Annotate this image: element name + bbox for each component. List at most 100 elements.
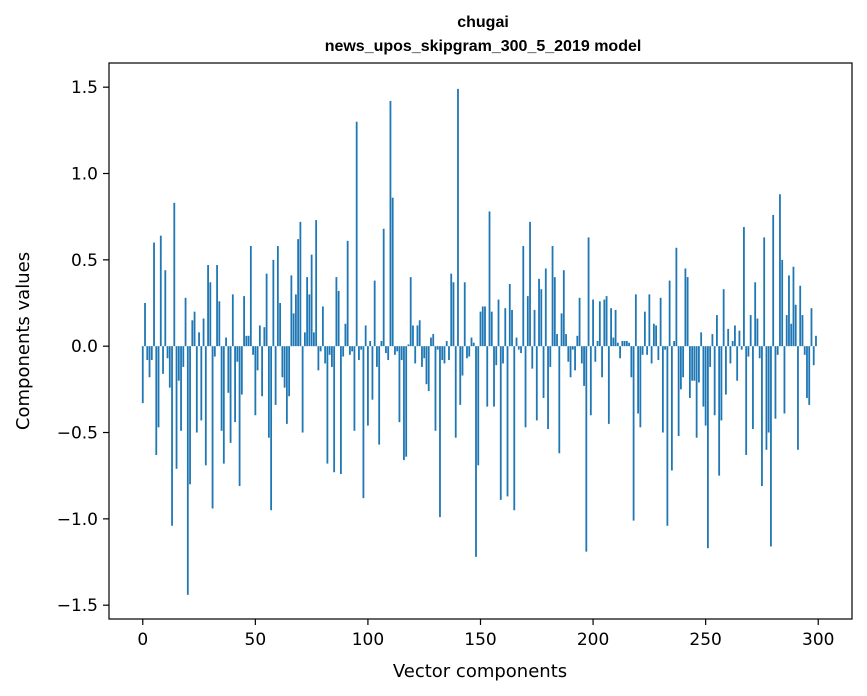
bar-130	[434, 346, 437, 431]
bar-134	[443, 346, 446, 364]
bar-98	[362, 346, 365, 499]
bar-275	[761, 346, 763, 487]
bar-11	[166, 346, 169, 359]
bar-234	[668, 280, 671, 347]
bar-160	[502, 346, 504, 364]
bar-34	[218, 301, 221, 347]
bar-79	[319, 346, 322, 352]
y-tick-label: 1.0	[71, 165, 98, 185]
y-tick-label: 1.5	[71, 78, 98, 98]
bar-261	[729, 346, 732, 364]
bar-281	[774, 346, 777, 419]
bar-251	[707, 346, 709, 549]
bar-206	[605, 296, 608, 347]
bar-176	[538, 278, 540, 347]
bar-90	[344, 323, 347, 347]
bar-16	[177, 346, 180, 381]
bar-260	[727, 328, 730, 347]
bar-15	[175, 346, 178, 469]
bar-106	[380, 341, 383, 347]
bar-63	[283, 346, 286, 388]
bar-298	[812, 346, 815, 366]
bar-87	[337, 290, 340, 347]
bar-223	[643, 311, 646, 347]
bar-235	[670, 346, 673, 471]
bar-82	[326, 346, 329, 464]
bar-285	[783, 346, 786, 414]
bar-94	[353, 346, 356, 431]
bar-124	[421, 346, 423, 367]
bar-35	[220, 346, 223, 431]
bar-73	[306, 277, 309, 347]
bar-188	[565, 334, 567, 347]
bar-37	[225, 337, 227, 347]
bar-153	[486, 346, 489, 407]
bar-218	[632, 346, 635, 521]
x-tick-label: 150	[464, 630, 496, 650]
bar-166	[515, 337, 518, 347]
bar-233	[666, 346, 669, 526]
bar-295	[806, 346, 808, 398]
bar-207	[607, 346, 610, 424]
bar-118	[407, 344, 410, 347]
bar-210	[614, 309, 617, 347]
bar-40	[231, 294, 234, 347]
bar-236	[673, 341, 676, 347]
bar-53	[261, 346, 263, 397]
bar-54	[263, 327, 266, 347]
bar-191	[571, 346, 574, 350]
bar-31	[211, 346, 214, 509]
bar-209	[612, 337, 615, 347]
bar-266	[740, 346, 743, 350]
bar-246	[695, 346, 698, 438]
bar-198	[587, 237, 590, 347]
bar-244	[691, 346, 694, 381]
y-tick-label: −1.5	[57, 596, 98, 616]
bar-195	[580, 346, 583, 364]
bar-19	[184, 297, 187, 347]
bar-33	[216, 265, 218, 347]
bar-185	[558, 346, 561, 454]
bar-193	[576, 335, 579, 347]
bar-163	[508, 284, 511, 347]
bar-263	[734, 325, 736, 347]
bar-164	[511, 309, 513, 347]
bar-137	[450, 273, 453, 347]
bar-148	[475, 346, 477, 557]
bar-222	[641, 346, 644, 355]
bar-167	[517, 346, 520, 350]
bar-28	[204, 346, 207, 466]
bar-111	[391, 197, 394, 347]
x-tick-label: 300	[802, 630, 834, 650]
bar-128	[430, 337, 432, 347]
bar-173	[531, 346, 534, 369]
bar-24	[195, 346, 198, 433]
bar-194	[578, 297, 581, 347]
bar-226	[650, 346, 653, 364]
bar-268	[745, 346, 748, 455]
bar-170	[524, 346, 527, 428]
x-tick-label: 0	[137, 630, 148, 650]
bar-26	[200, 346, 203, 421]
bar-105	[378, 346, 381, 445]
bar-245	[693, 346, 696, 381]
bar-140	[457, 88, 459, 347]
bar-149	[477, 346, 480, 466]
bar-250	[704, 346, 707, 426]
bar-83	[328, 346, 331, 355]
bar-208	[610, 308, 612, 347]
bar-178	[542, 346, 545, 398]
bar-144	[466, 346, 468, 359]
bar-205	[603, 299, 606, 347]
bar-158	[497, 299, 500, 347]
x-axis-ticks: 0 50 100 150 200 250 300	[137, 619, 834, 650]
bar-61	[279, 303, 282, 347]
bar-110	[389, 100, 392, 347]
bar-171	[526, 296, 529, 347]
bar-227	[652, 323, 655, 347]
bar-190	[569, 346, 572, 378]
bar-120	[412, 325, 414, 347]
bar-192	[574, 346, 576, 371]
bar-172	[529, 221, 531, 347]
bar-88	[340, 346, 342, 474]
